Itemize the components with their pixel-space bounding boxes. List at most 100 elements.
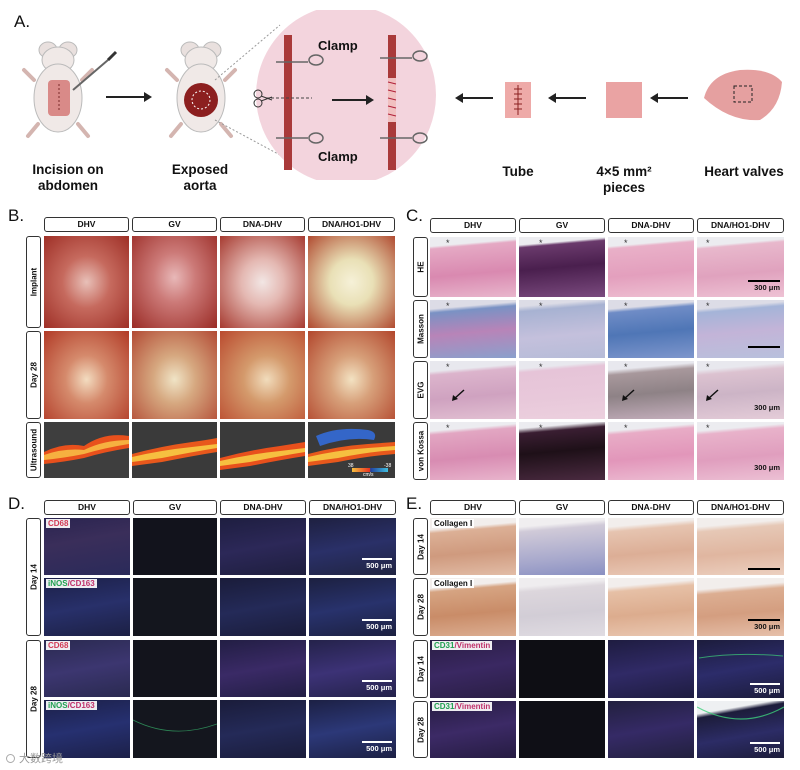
ultrasound-dna-dhv: [220, 422, 305, 478]
heart-valve-illustration: [704, 69, 782, 121]
arrow-right-1: [106, 92, 152, 102]
panel-e-label: E.: [406, 494, 423, 513]
scale-bar-e-3: 500 μm: [750, 683, 780, 695]
fluor-cd31-day14-gv: [519, 640, 605, 698]
panel-d-col-header-dna-ho1-dhv: DNA/HO1-DHV: [309, 500, 396, 515]
stain-label-cd68-day28: CD68: [46, 641, 71, 650]
photo-implant-dna-ho1-dhv: [308, 236, 395, 328]
heart-valves-label: Heart valves: [704, 164, 784, 179]
asterisk-marker: *: [706, 362, 710, 372]
panel-c-row-label-evg: EVG: [413, 361, 428, 419]
scale-bar-text: 500 μm: [366, 683, 392, 692]
panel-b-row-label-day28: Day 28: [26, 331, 41, 419]
scale-bar-d-1: 500 μm: [362, 558, 392, 570]
histology-evg-gv: [519, 361, 605, 419]
asterisk-marker: *: [706, 423, 710, 433]
panel-c-row-label-he: HE: [413, 237, 428, 297]
scale-bar-text: 500 μm: [754, 745, 780, 754]
panel-b-col-header-dna-ho1-dhv: DNA/HO1-DHV: [308, 217, 395, 232]
asterisk-marker: *: [624, 362, 628, 372]
fluor-inos-day28-dna-dhv: [220, 700, 306, 758]
stain-label-collagen-day28: Collagen I: [432, 579, 475, 588]
panel-d-label: D.: [8, 494, 25, 513]
panel-b-row-text-ultrasound: Ultrasound: [29, 428, 38, 472]
arrow-marker-evg-dhv: [452, 389, 465, 401]
pieces-label: 4×5 mm² pieces: [596, 164, 652, 195]
histology-masson-dna-ho1-dhv: [697, 300, 784, 358]
histology-masson-dhv: [430, 300, 516, 358]
scale-bar-e-4: 500 μm: [750, 742, 780, 754]
colorbar-unit: cm/s: [363, 472, 374, 478]
panel-e-group-text: Day 14: [416, 533, 425, 560]
stain-label-cd31-vimentin-day28: CD31/Vimentin: [432, 702, 493, 711]
fluor-cd68-day14-dna-dhv: [220, 518, 306, 575]
arrow-left-1: [455, 93, 493, 103]
stain-text: CD68: [48, 641, 69, 650]
arrow-marker-evg-dna-dhv: [622, 389, 635, 401]
panel-c-row-text-von-kossa: von Kossa: [416, 430, 425, 472]
clamp-top-label: Clamp: [318, 38, 358, 53]
histology-he-dhv: [430, 237, 516, 297]
ihc-collagen-day28-dna-dhv: [608, 578, 694, 636]
panel-b-row-label-implant: Implant: [26, 236, 41, 328]
ultrasound-gv: [132, 422, 217, 478]
ultrasound-dna-ho1-dhv: 38 -38 cm/s: [308, 422, 395, 478]
panel-e-col-header-dna-dhv: DNA-DHV: [608, 500, 694, 515]
asterisk-marker: *: [446, 238, 450, 248]
step-exposed-aorta-label: Exposed aorta: [171, 162, 229, 193]
tissue-piece-illustration: [606, 82, 642, 118]
stain-text-inos: iNOS: [48, 579, 68, 588]
scale-bar-text: 500 μm: [366, 561, 392, 570]
scale-bar-text: 300 μm: [754, 283, 780, 292]
panel-d-group-day28: Day 28: [26, 640, 41, 758]
panel-c-col-header-dna-ho1-dhv: DNA/HO1-DHV: [697, 218, 784, 233]
scale-bar-text: 500 μm: [366, 622, 392, 631]
panel-e-group-text: Day 14: [416, 656, 425, 682]
panel-e-group-day28-cd31: Day 28: [413, 701, 428, 758]
scale-bar-text: 300 μm: [754, 403, 780, 412]
scale-bar-evg: 300 μm: [748, 403, 780, 412]
photo-implant-gv: [132, 236, 217, 328]
panel-e-col-header-dna-ho1-dhv: DNA/HO1-DHV: [697, 500, 784, 515]
histology-von-kossa-dna-dhv: [608, 422, 694, 480]
stain-label-inos-cd163-day28: iNOS/CD163: [46, 701, 97, 710]
stain-text: CD68: [48, 519, 69, 528]
panel-b-row-label-ultrasound: Ultrasound: [26, 422, 41, 478]
fluor-inos-day14-gv: [133, 578, 217, 636]
ihc-collagen-day14-gv: [519, 518, 605, 575]
panel-b-col-header-dhv: DHV: [44, 217, 129, 232]
panel-e-group-day28-collagen: Day 28: [413, 578, 428, 636]
panel-c-row-label-masson: Masson: [413, 300, 428, 358]
fluor-inos-day14-dna-dhv: [220, 578, 306, 636]
panel-e-group-day14-cd31: Day 14: [413, 640, 428, 698]
photo-day28-dna-ho1-dhv: [308, 331, 395, 419]
asterisk-marker: *: [624, 238, 628, 248]
panel-b-label: B.: [8, 206, 25, 225]
histology-he-gv: [519, 237, 605, 297]
scale-bar-d-3: 500 μm: [362, 680, 392, 692]
stain-text-cd163: /CD163: [67, 579, 95, 588]
panel-c-row-text-masson: Masson: [416, 314, 425, 344]
watermark-logo-text: 大数跨境: [6, 750, 63, 766]
panel-d-col-header-gv: GV: [133, 500, 217, 515]
histology-evg-dhv: [430, 361, 516, 419]
scale-bar-text: 500 μm: [754, 686, 780, 695]
panel-d-group-text-day28: Day 28: [29, 686, 38, 712]
fluor-cd68-day28-gv: [133, 640, 217, 697]
asterisk-marker: *: [706, 301, 710, 311]
ihc-collagen-day28-gv: [519, 578, 605, 636]
panel-c-col-header-dna-dhv: DNA-DHV: [608, 218, 694, 233]
asterisk-marker: *: [539, 362, 543, 372]
histology-masson-gv: [519, 300, 605, 358]
histology-masson-dna-dhv: [608, 300, 694, 358]
panel-c-row-label-von-kossa: von Kossa: [413, 422, 428, 480]
stain-label-cd31-vimentin-day14: CD31/Vimentin: [432, 641, 493, 650]
stain-text-cd31: CD31: [434, 641, 455, 650]
arrow-marker-evg-dna-ho1-dhv: [706, 389, 719, 401]
scale-bar-e-2: 300 μm: [748, 619, 780, 631]
fluor-inos-day28-dna-ho1-dhv: [309, 700, 396, 758]
colorbar-left-value: 38: [348, 463, 354, 469]
aorta-procedure-circle: [253, 10, 436, 180]
stain-text-vimentin: /Vimentin: [454, 641, 491, 650]
histology-von-kossa-dna-ho1-dhv: [697, 422, 784, 480]
